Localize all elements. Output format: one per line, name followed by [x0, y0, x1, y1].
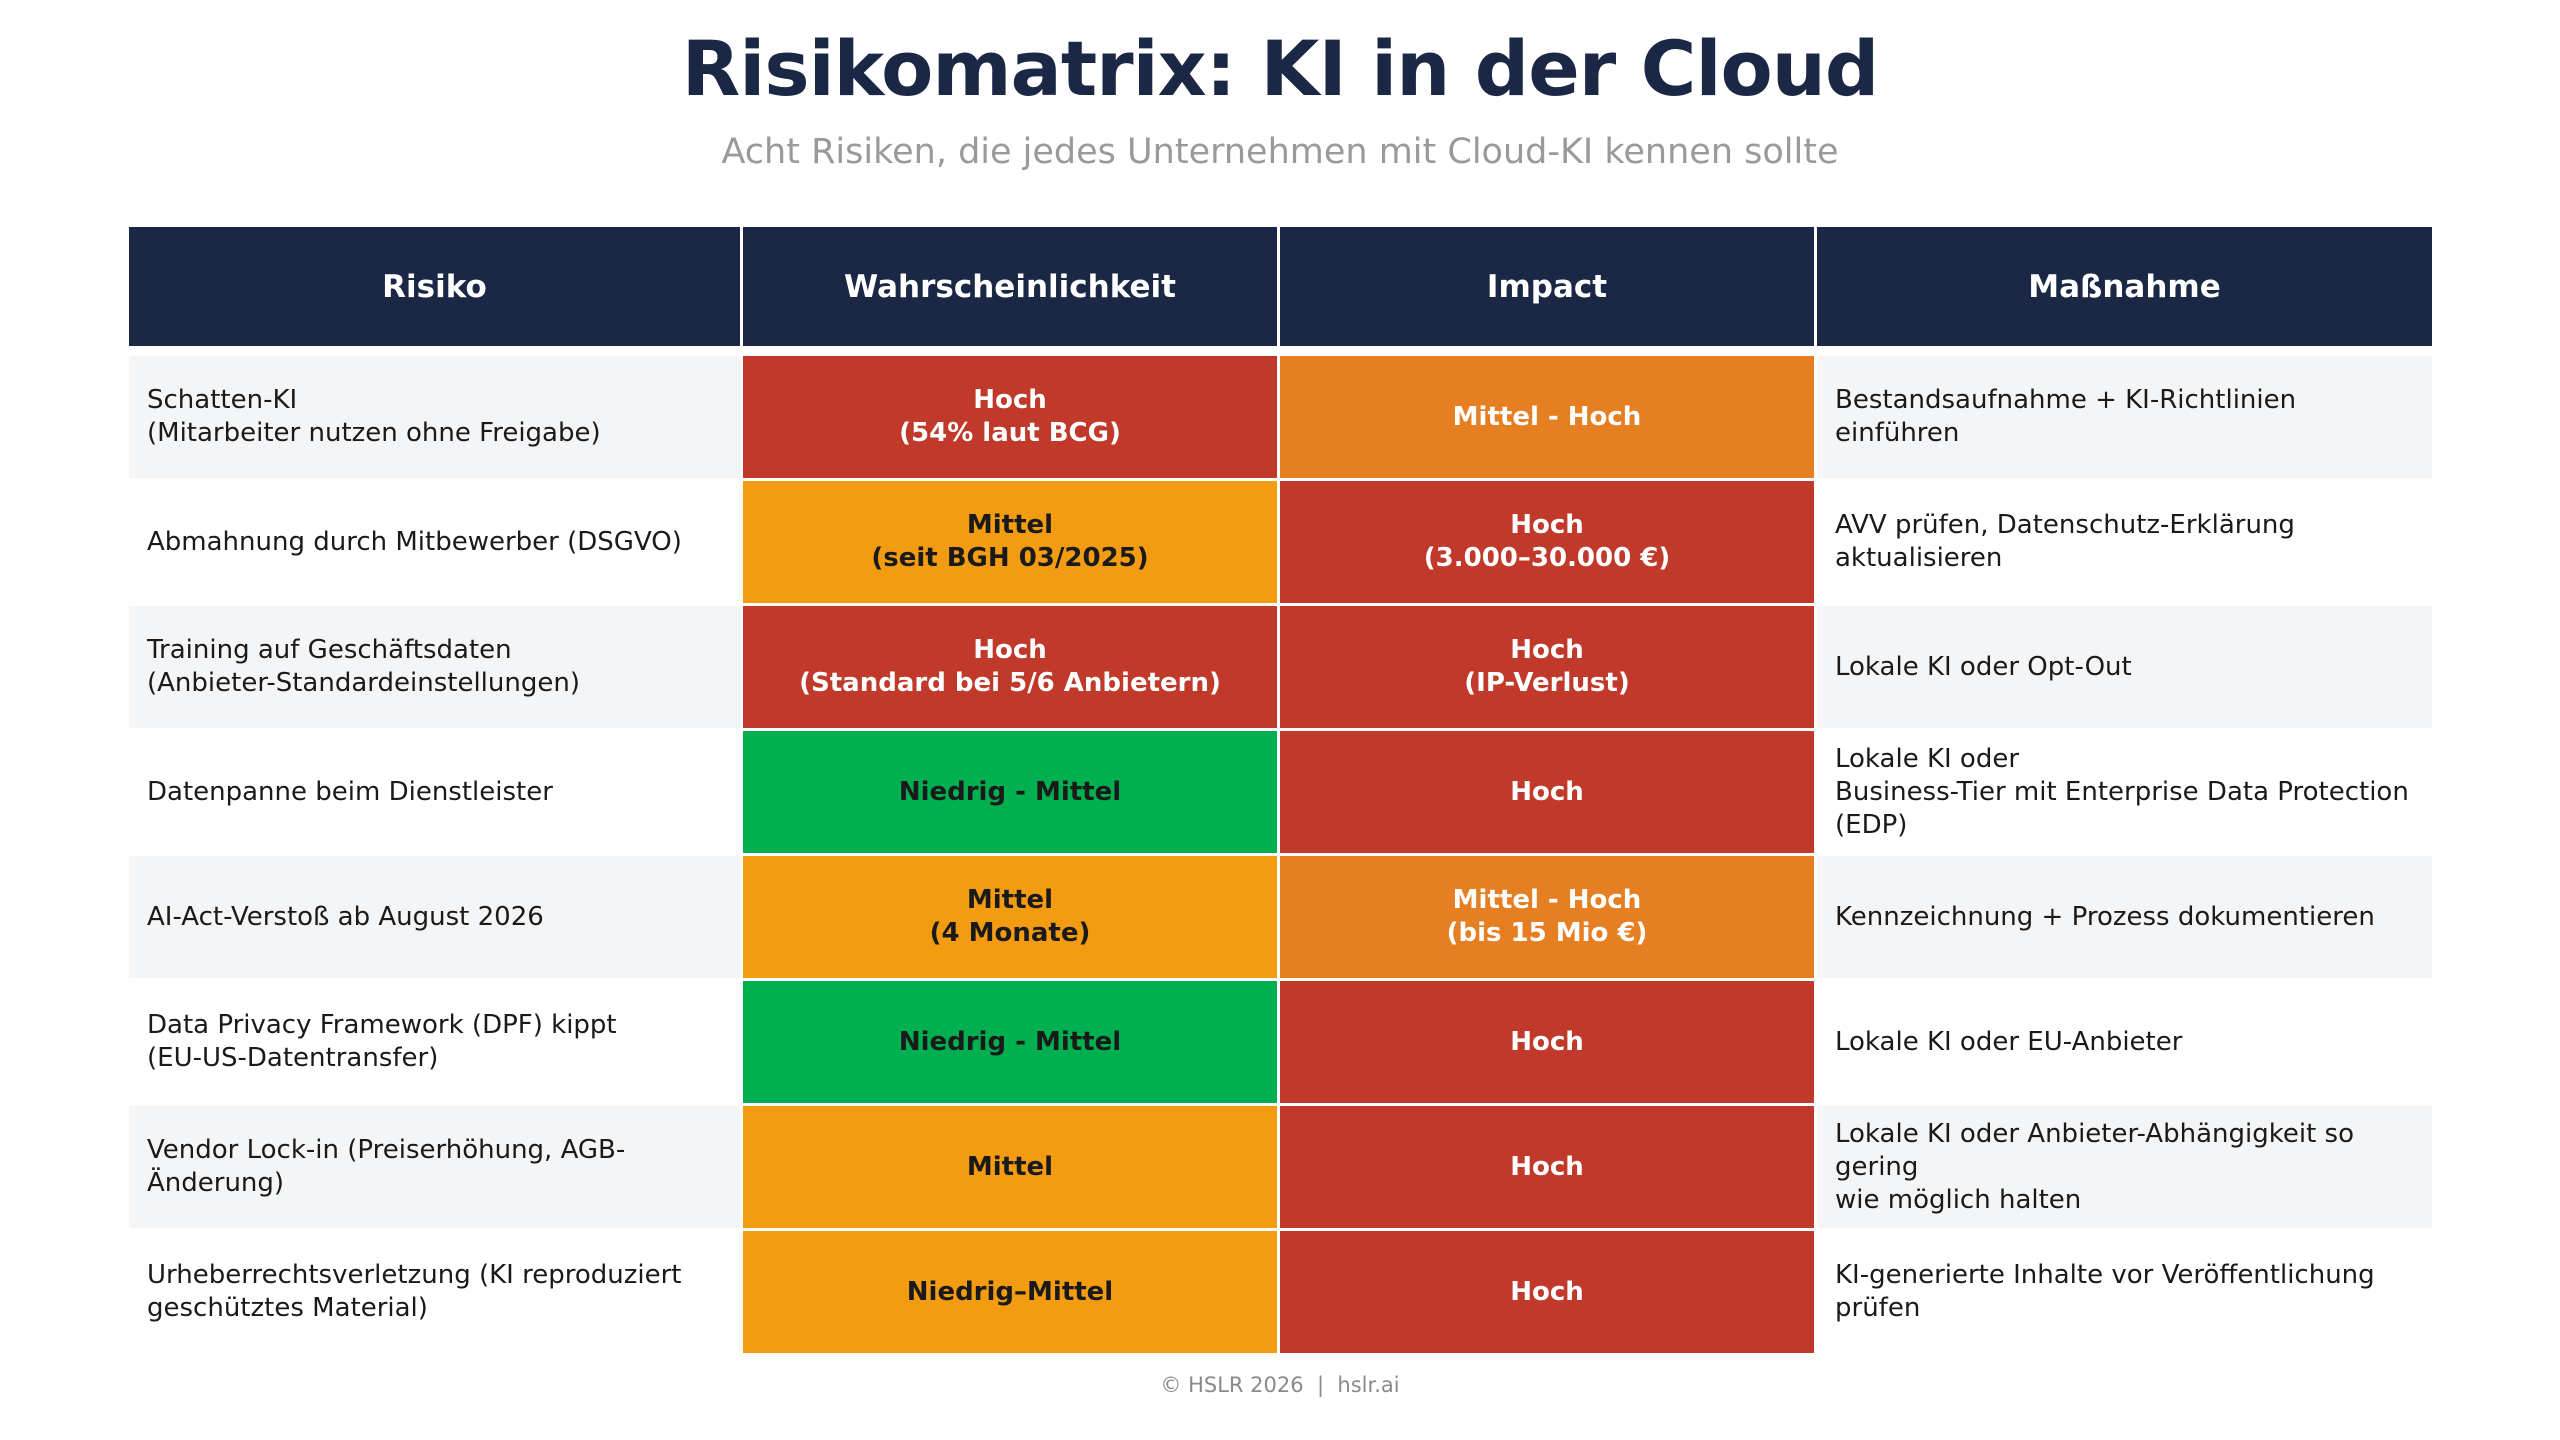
risk-cell: Data Privacy Framework (DPF) kippt (EU-US… — [129, 981, 743, 1106]
measure-cell: Lokale KI oder Opt-Out — [1817, 606, 2432, 731]
page-title: Risikomatrix: KI in der Cloud — [681, 24, 1879, 113]
measure-cell: KI-generierte Inhalte vor Veröffentlichu… — [1817, 1231, 2432, 1356]
cell-line: Hoch — [1510, 510, 1584, 540]
cell-line: Kennzeichnung + Prozess dokumentieren — [1835, 901, 2375, 932]
table-row: Urheberrechtsverletzung (KI reproduziert… — [129, 1231, 2432, 1356]
impact-cell: Hoch — [1280, 981, 1817, 1106]
cell-line: Niedrig - Mittel — [898, 1026, 1122, 1057]
table-row: Training auf Geschäftsdaten (Anbieter-Sta… — [129, 606, 2432, 731]
cell-line: wie möglich halten — [1835, 1184, 2082, 1215]
cell-line: Training auf Geschäftsdaten — [147, 635, 512, 665]
footer-copyright: © HSLR 2026 | hslr.ai — [1160, 1373, 1400, 1397]
impact-cell: Hoch — [1280, 1106, 1817, 1231]
table-row: Vendor Lock-in (Preiserhöhung, AGB-Änder… — [129, 1106, 2432, 1231]
cell-line: Lokale KI oder Anbieter-Abhängigkeit so … — [1835, 1118, 2354, 1182]
cell-line: (Anbieter-Standardeinstellungen) — [147, 668, 580, 698]
cell-line: (3.000–30.000 €) — [1423, 543, 1671, 573]
page-subtitle: Acht Risiken, die jedes Unternehmen mit … — [721, 132, 1839, 172]
header-impact: Impact — [1280, 227, 1817, 346]
cell-line: Bestandsaufnahme + KI-Richtlinien einfüh… — [1835, 385, 2297, 448]
cell-line: Lokale KI oder EU-Anbieter — [1835, 1026, 2183, 1057]
cell-line: (seit BGH 03/2025) — [871, 543, 1149, 573]
cell-line: Hoch — [1510, 1276, 1584, 1307]
table-header-row: Risiko Wahrscheinlichkeit Impact Maßnahm… — [129, 227, 2432, 346]
cell-line: Hoch — [1510, 1151, 1584, 1182]
table-row: Schatten-KI (Mitarbeiter nutzen ohne Frei… — [129, 356, 2432, 481]
cell-line: Urheberrechtsverletzung (KI reproduziert — [147, 1260, 682, 1290]
cell-line: Mittel — [966, 1151, 1054, 1182]
cell-line: Business-Tier mit Enterprise Data Protec… — [1835, 776, 2409, 807]
cell-line: Hoch — [1510, 776, 1584, 807]
probability-cell: Mittel — [743, 1106, 1280, 1231]
impact-cell: Hoch — [1280, 1231, 1817, 1356]
cell-line: AVV prüfen, Datenschutz-Erklärung aktual… — [1835, 510, 2295, 573]
measure-cell: Kennzeichnung + Prozess dokumentieren — [1817, 856, 2432, 981]
cell-line: (EDP) — [1835, 809, 1908, 840]
probability-cell: Hoch (Standard bei 5/6 Anbietern) — [743, 606, 1280, 731]
risk-cell: Abmahnung durch Mitbewerber (DSGVO) — [129, 481, 743, 606]
cell-line: Hoch — [973, 385, 1047, 415]
cell-line: (54% laut BCG) — [899, 418, 1121, 448]
cell-line: Lokale KI oder — [1835, 743, 2020, 774]
cell-line: (Mitarbeiter nutzen ohne Freigabe) — [147, 418, 601, 448]
probability-cell: Niedrig - Mittel — [743, 731, 1280, 856]
risk-cell: AI-Act-Verstoß ab August 2026 — [129, 856, 743, 981]
probability-cell: Mittel (4 Monate) — [743, 856, 1280, 981]
measure-cell: Bestandsaufnahme + KI-Richtlinien einfüh… — [1817, 356, 2432, 481]
cell-line: geschütztes Material) — [147, 1293, 428, 1323]
measure-cell: Lokale KI oder Anbieter-Abhängigkeit so … — [1817, 1106, 2432, 1231]
impact-cell: Mittel - Hoch — [1280, 356, 1817, 481]
cell-line: Hoch — [1510, 635, 1584, 665]
probability-cell: Niedrig - Mittel — [743, 981, 1280, 1106]
cell-line: Datenpanne beim Dienstleister — [147, 776, 553, 807]
cell-line: AI-Act-Verstoß ab August 2026 — [147, 901, 544, 932]
cell-line: Abmahnung durch Mitbewerber (DSGVO) — [147, 526, 682, 557]
cell-line: (bis 15 Mio €) — [1446, 918, 1648, 948]
cell-line: Hoch — [1510, 1026, 1584, 1057]
cell-line: Mittel - Hoch — [1452, 401, 1642, 432]
cell-line: Niedrig–Mittel — [906, 1276, 1114, 1307]
measure-cell: AVV prüfen, Datenschutz-Erklärung aktual… — [1817, 481, 2432, 606]
cell-line: Data Privacy Framework (DPF) kippt — [147, 1010, 617, 1040]
cell-line: (IP-Verlust) — [1464, 668, 1630, 698]
risk-cell: Datenpanne beim Dienstleister — [129, 731, 743, 856]
probability-cell: Niedrig–Mittel — [743, 1231, 1280, 1356]
risk-cell: Vendor Lock-in (Preiserhöhung, AGB-Änder… — [129, 1106, 743, 1231]
risk-matrix-table: Risiko Wahrscheinlichkeit Impact Maßnahm… — [129, 227, 2432, 1356]
cell-line: KI-generierte Inhalte vor Veröffentlichu… — [1835, 1260, 2375, 1323]
measure-cell: Lokale KI oder EU-Anbieter — [1817, 981, 2432, 1106]
header-wahrscheinlichkeit: Wahrscheinlichkeit — [743, 227, 1280, 346]
cell-line: Schatten-KI — [147, 385, 298, 415]
measure-cell: Lokale KI oder Business-Tier mit Enterpri… — [1817, 731, 2432, 856]
cell-line: Niedrig - Mittel — [898, 776, 1122, 807]
risk-cell: Training auf Geschäftsdaten (Anbieter-Sta… — [129, 606, 743, 731]
probability-cell: Mittel (seit BGH 03/2025) — [743, 481, 1280, 606]
header-massnahme: Maßnahme — [1817, 227, 2432, 346]
cell-line: (EU-US-Datentransfer) — [147, 1043, 439, 1073]
impact-cell: Hoch (3.000–30.000 €) — [1280, 481, 1817, 606]
table-row: AI-Act-Verstoß ab August 2026 Mittel (4 Mo… — [129, 856, 2432, 981]
table-row: Datenpanne beim Dienstleister Niedrig - M… — [129, 731, 2432, 856]
cell-line: Mittel — [966, 510, 1054, 540]
table-row: Abmahnung durch Mitbewerber (DSGVO) Mitte… — [129, 481, 2432, 606]
header-risiko: Risiko — [129, 227, 743, 346]
table-row: Data Privacy Framework (DPF) kippt (EU-US… — [129, 981, 2432, 1106]
cell-line: Mittel - Hoch — [1452, 885, 1642, 915]
cell-line: Vendor Lock-in (Preiserhöhung, AGB-Änder… — [147, 1135, 626, 1198]
probability-cell: Hoch (54% laut BCG) — [743, 356, 1280, 481]
cell-line: Hoch — [973, 635, 1047, 665]
risk-cell: Urheberrechtsverletzung (KI reproduziert… — [129, 1231, 743, 1356]
cell-line: Lokale KI oder Opt-Out — [1835, 651, 2132, 682]
impact-cell: Hoch — [1280, 731, 1817, 856]
cell-line: (Standard bei 5/6 Anbietern) — [799, 668, 1221, 698]
cell-line: Mittel — [966, 885, 1054, 915]
impact-cell: Hoch (IP-Verlust) — [1280, 606, 1817, 731]
cell-line: (4 Monate) — [929, 918, 1091, 948]
risk-cell: Schatten-KI (Mitarbeiter nutzen ohne Frei… — [129, 356, 743, 481]
impact-cell: Mittel - Hoch (bis 15 Mio €) — [1280, 856, 1817, 981]
